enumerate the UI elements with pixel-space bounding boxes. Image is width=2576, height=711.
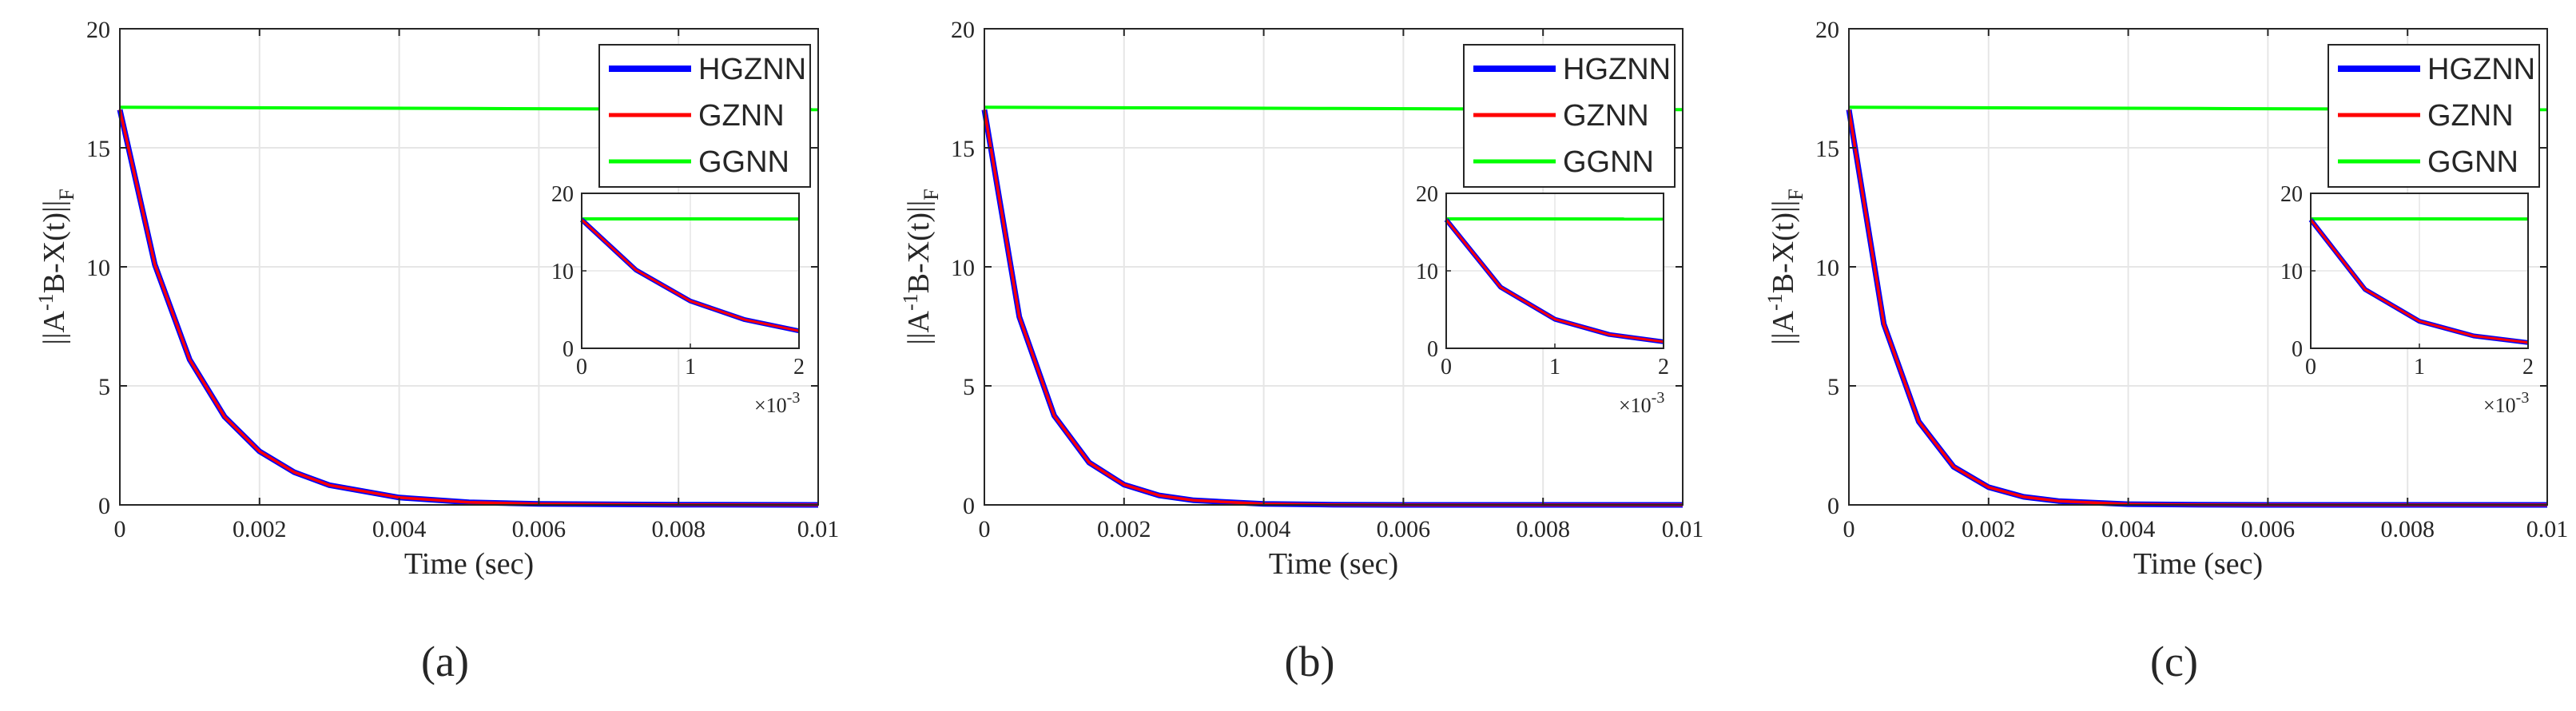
y-tick-label: 10 — [86, 255, 110, 281]
inset-x-tick-label: 0 — [1441, 355, 1452, 379]
y-tick-label: 10 — [1815, 255, 1839, 281]
legend-label-ggnn: GGNN — [2427, 145, 2518, 179]
x-tick-label: 0.008 — [2380, 516, 2435, 542]
y-tick-label: 5 — [98, 374, 110, 400]
inset-y-tick-label: 20 — [1416, 182, 1438, 207]
x-tick-label: 0.004 — [372, 516, 427, 542]
inset-x-tick-label: 1 — [2414, 355, 2425, 379]
inset-y-tick-label: 0 — [2292, 337, 2303, 362]
inset-x-tick-label: 2 — [793, 355, 805, 379]
y-tick-label: 20 — [1815, 17, 1839, 43]
legend-label-ggnn: GGNN — [698, 145, 789, 179]
legend-label-hgznn: HGZNN — [698, 53, 806, 86]
y-tick-label: 10 — [951, 255, 975, 281]
inset-y-tick-label: 20 — [2280, 182, 2303, 207]
x-axis-label: Time (sec) — [1269, 547, 1398, 581]
x-tick-label: 0.002 — [233, 516, 287, 542]
y-axis-label: ||A-1B-X(t)||F — [899, 189, 943, 344]
y-label-sup: -1 — [1763, 293, 1787, 311]
legend: HGZNN GZNN GGNN — [599, 45, 810, 187]
y-label-part: ||A — [902, 310, 936, 344]
inset-multiplier-base: ×10 — [1619, 394, 1652, 417]
y-tick-label: 5 — [963, 374, 975, 400]
y-label-part: B-X(t)|| — [902, 201, 936, 294]
inset-y-tick-label: 10 — [2280, 260, 2303, 284]
legend-label-gznn: GZNN — [698, 99, 785, 133]
inset-y-tick-label: 0 — [1427, 337, 1438, 362]
inset-y-tick-label: 0 — [563, 337, 574, 362]
inset-multiplier-base: ×10 — [754, 394, 787, 417]
x-tick-label: 0.01 — [797, 516, 840, 542]
y-label-part: ||A — [38, 310, 71, 344]
x-tick-label: 0.008 — [651, 516, 706, 542]
inset-y-tick-label: 10 — [1416, 260, 1438, 284]
y-tick-label: 15 — [1815, 136, 1839, 162]
panel-label: (b) — [1285, 638, 1335, 685]
x-tick-label: 0.006 — [1377, 516, 1431, 542]
inset-multiplier-exp: -3 — [1652, 389, 1665, 407]
y-tick-label: 15 — [951, 136, 975, 162]
y-tick-label: 5 — [1827, 374, 1839, 400]
inset-x-tick-label: 2 — [1658, 355, 1669, 379]
y-label-sub: F — [920, 189, 943, 200]
x-tick-label: 0.01 — [2526, 516, 2569, 542]
legend-label-hgznn: HGZNN — [1563, 53, 1671, 86]
y-label-sub: F — [1784, 189, 1807, 200]
inset-x-tick-label: 2 — [2522, 355, 2534, 379]
x-tick-label: 0.008 — [1516, 516, 1570, 542]
y-label-sup: -1 — [899, 293, 922, 311]
y-label-part: ||A — [1767, 310, 1800, 344]
x-tick-label: 0.01 — [1662, 516, 1704, 542]
inset-x-tick-label: 0 — [2305, 355, 2316, 379]
legend: HGZNN GZNN GGNN — [2328, 45, 2539, 187]
panel-label: (a) — [421, 638, 469, 685]
x-tick-label: 0 — [979, 516, 991, 542]
y-label-part: B-X(t)|| — [38, 201, 71, 294]
inset-y-tick-label: 20 — [551, 182, 574, 207]
x-tick-label: 0 — [114, 516, 126, 542]
legend-label-hgznn: HGZNN — [2427, 53, 2535, 86]
x-axis-label: Time (sec) — [2133, 547, 2263, 581]
legend-label-gznn: GZNN — [2427, 99, 2514, 133]
inset-y-tick-label: 10 — [551, 260, 574, 284]
inset-multiplier-exp: -3 — [2516, 389, 2530, 407]
y-axis-label: ||A-1B-X(t)||F — [1763, 189, 1807, 344]
y-tick-label: 0 — [1827, 493, 1839, 519]
y-tick-label: 20 — [951, 17, 975, 43]
x-tick-label: 0.002 — [1962, 516, 2016, 542]
legend-label-gznn: GZNN — [1563, 99, 1649, 133]
y-label-part: B-X(t)|| — [1767, 201, 1800, 294]
x-axis-label: Time (sec) — [404, 547, 534, 581]
inset-x-tick-label: 1 — [1549, 355, 1560, 379]
legend-label-ggnn: GGNN — [1563, 145, 1654, 179]
x-tick-label: 0.006 — [2241, 516, 2296, 542]
inset-multiplier-exp: -3 — [787, 389, 801, 407]
inset-x-tick-label: 1 — [685, 355, 696, 379]
x-tick-label: 0 — [1843, 516, 1855, 542]
y-tick-label: 0 — [98, 493, 110, 519]
inset-multiplier-base: ×10 — [2483, 394, 2516, 417]
y-axis-label: ||A-1B-X(t)||F — [34, 189, 78, 344]
x-tick-label: 0.002 — [1097, 516, 1151, 542]
panel-label: (c) — [2150, 638, 2198, 685]
legend: HGZNN GZNN GGNN — [1464, 45, 1675, 187]
y-tick-label: 15 — [86, 136, 110, 162]
x-tick-label: 0.006 — [512, 516, 566, 542]
x-tick-label: 0.004 — [2101, 516, 2156, 542]
y-label-sup: -1 — [34, 293, 58, 311]
y-label-sub: F — [55, 189, 78, 200]
inset-x-tick-label: 0 — [576, 355, 587, 379]
x-tick-label: 0.004 — [1237, 516, 1291, 542]
y-tick-label: 0 — [963, 493, 975, 519]
y-tick-label: 20 — [86, 17, 110, 43]
